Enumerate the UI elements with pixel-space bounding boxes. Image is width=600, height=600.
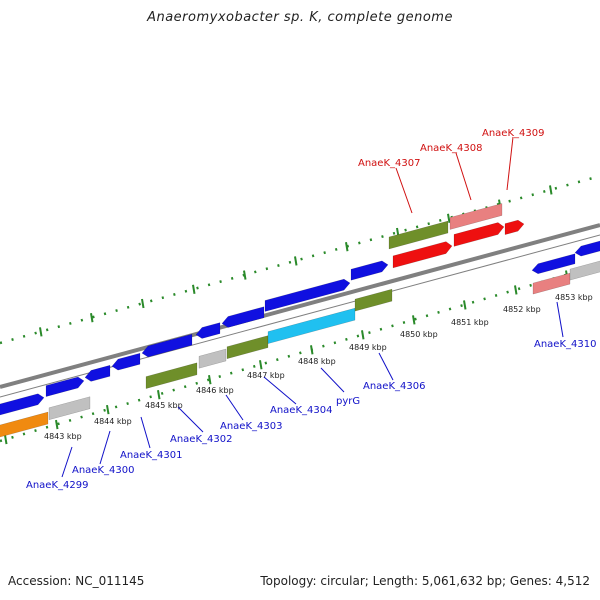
gene-arrow [0,393,45,416]
accession-text: Accession: NC_011145 [8,574,145,588]
leader-line [177,406,204,433]
kbp-label: 4850 kbp [400,330,438,339]
outer-major-tick [243,270,247,280]
gene-label: AnaeK_4309 [482,128,544,139]
gene-label: AnaeK_4308 [420,143,482,154]
gene-label: AnaeK_4301 [120,450,182,461]
kbp-label: 4851 kbp [451,318,489,327]
gene-arrow [388,220,449,250]
kbp-label: 4843 kbp [44,432,82,441]
kbp-label: 4846 kbp [196,386,234,395]
gene-features [0,203,600,438]
gene-arrow [532,272,571,295]
gene-arrow [141,333,193,358]
kbp-label: 4852 kbp [503,305,541,314]
gene-arrow [354,288,393,312]
gene-arrow [569,260,600,281]
gene-label: AnaeK_4299 [26,480,88,491]
gene-label: AnaeK_4300 [72,465,134,476]
outer-major-tick [39,327,43,337]
leader-line [506,136,514,191]
inner-major-tick [259,360,263,370]
inner-major-tick [514,285,518,295]
gene-arrow [453,222,505,247]
kbp-tick-labels: 4843 kbp 4844 kbp 4845 kbp 4846 kbp 4847… [44,293,593,441]
backbone-upper [0,223,600,389]
outer-major-tick [90,313,94,323]
gene-arrow [111,352,141,371]
gene-arrow [145,362,198,389]
inner-major-tick [361,330,365,340]
kbp-label: 4849 kbp [349,343,387,352]
gene-label: AnaeK_4304 [270,405,332,416]
inner-major-tick [412,315,416,325]
kbp-label: 4847 kbp [247,371,285,380]
gene-label: AnaeK_4302 [170,434,232,445]
leader-line [99,430,111,465]
topology-text: Topology: circular; Length: 5,061,632 bp… [260,574,590,588]
inner-major-tick [106,404,110,415]
inner-major-tick [463,300,467,310]
kbp-label: 4844 kbp [94,417,132,426]
gene-leader-lines-top [395,136,514,214]
gene-label: AnaeK_4307 [358,158,420,169]
leader-line [556,301,564,338]
gene-arrow [531,253,576,275]
inner-major-tick [55,419,59,430]
gene-arrow [226,335,269,360]
gene-label: AnaeK_4303 [220,421,282,432]
inner-track-dots [0,263,600,443]
kbp-label: 4845 kbp [145,401,183,410]
inner-major-tick [157,389,161,400]
gene-arrow [45,376,85,397]
gene-arrow [350,260,389,281]
leader-line [378,352,394,381]
outer-major-tick [345,242,349,252]
outer-major-tick [294,256,298,266]
gene-arrow [195,322,221,339]
genome-title: Anaeromyxobacter sp. K, complete genome [147,10,453,25]
leader-line [320,367,345,393]
gene-arrow [267,307,356,344]
gene-arrow [221,306,265,328]
outer-major-tick [141,298,145,309]
gene-arrow [48,396,91,421]
kbp-label: 4848 kbp [298,357,336,366]
kbp-label: 4853 kbp [555,293,593,302]
gene-arrow [449,203,503,230]
outer-major-tick [192,284,196,294]
leader-line [61,446,73,478]
leader-line [395,167,413,214]
outer-major-tick [549,185,553,195]
gene-arrow [392,241,453,269]
leader-line [455,152,472,201]
gene-arrow [504,219,525,235]
gene-label: AnaeK_4306 [363,381,425,392]
leader-line [140,416,151,449]
inner-major-tick [208,375,212,385]
gene-label: AnaeK_4310 [534,339,596,350]
inner-major-tick [4,434,8,445]
gene-leader-lines [61,301,564,478]
gene-arrow [0,411,49,438]
leader-line [225,394,244,421]
inner-major-tick [310,345,314,355]
gene-arrow [264,278,351,312]
gene-arrow [198,348,227,369]
gene-arrow [84,364,111,382]
gene-arrow [574,240,600,257]
gene-label: pyrG [336,396,360,407]
leader-line [263,376,297,405]
outer-major-tick [447,213,451,223]
